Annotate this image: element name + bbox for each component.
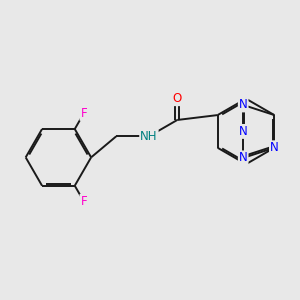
Text: O: O [172, 92, 182, 105]
Text: N: N [239, 152, 248, 164]
Text: N: N [270, 141, 279, 154]
Text: NH: NH [140, 130, 158, 143]
Text: F: F [80, 107, 87, 120]
Text: N: N [239, 98, 248, 112]
Text: N: N [239, 125, 248, 138]
Text: F: F [80, 195, 87, 208]
